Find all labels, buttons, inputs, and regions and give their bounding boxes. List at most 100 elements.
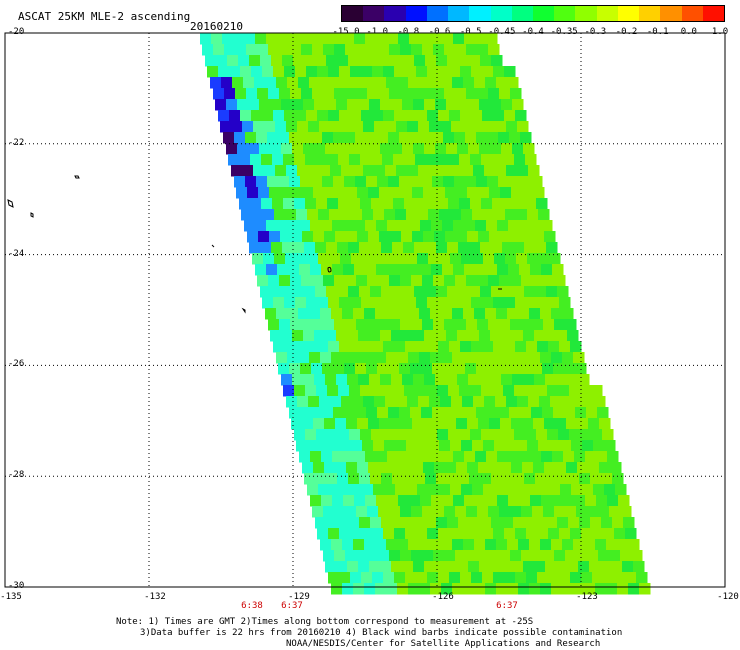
swath-cell bbox=[414, 517, 426, 529]
swath-cell bbox=[515, 297, 527, 309]
swath-cell bbox=[376, 33, 388, 45]
swath-cell bbox=[481, 154, 493, 166]
swath-cell bbox=[405, 297, 417, 309]
swath-cell bbox=[463, 77, 475, 89]
swath-cell bbox=[356, 550, 368, 562]
swath-cell bbox=[362, 440, 374, 452]
swath-cell bbox=[434, 231, 446, 243]
swath-cell bbox=[509, 407, 521, 419]
swath-cell bbox=[313, 187, 325, 199]
time-label: 6:38 bbox=[241, 601, 263, 611]
swath-cell bbox=[232, 77, 244, 89]
swath-cell bbox=[556, 330, 568, 342]
swath-cell bbox=[484, 165, 496, 177]
swath-cell bbox=[200, 33, 212, 45]
swath-cell bbox=[278, 132, 290, 144]
swath-cell bbox=[512, 143, 524, 155]
swath-cell bbox=[402, 561, 414, 573]
swath-cell bbox=[471, 572, 483, 584]
swath-cell bbox=[438, 66, 450, 78]
swath-cell bbox=[469, 55, 481, 67]
swath-cell bbox=[384, 484, 396, 496]
swath-cell bbox=[428, 209, 440, 221]
swath-cell bbox=[516, 440, 528, 452]
swath-cell bbox=[331, 583, 343, 595]
swath-cell bbox=[389, 506, 401, 518]
swath-cell bbox=[459, 385, 471, 397]
swath-cell bbox=[416, 297, 428, 309]
swath-cell bbox=[540, 352, 552, 364]
swath-cell bbox=[425, 473, 437, 485]
swath-cell bbox=[447, 473, 459, 485]
swath-cell bbox=[502, 286, 514, 298]
time-label: 6:37 bbox=[281, 601, 303, 611]
swath-cell bbox=[224, 44, 236, 56]
swath-cell bbox=[359, 286, 371, 298]
swath-cell bbox=[628, 539, 640, 551]
swath-cell bbox=[596, 495, 608, 507]
swath-cell bbox=[543, 506, 555, 518]
swath-cell bbox=[507, 308, 519, 320]
swath-cell bbox=[257, 44, 269, 56]
swath-cell bbox=[405, 66, 417, 78]
swath-cell bbox=[402, 374, 414, 386]
swath-cell bbox=[544, 231, 556, 243]
swath-cell bbox=[559, 297, 571, 309]
data-swath bbox=[200, 33, 651, 595]
swath-cell bbox=[328, 341, 340, 353]
swath-cell bbox=[425, 55, 437, 67]
swath-cell bbox=[525, 198, 537, 210]
swath-cell bbox=[336, 143, 348, 155]
swath-cell bbox=[372, 110, 384, 122]
swath-cell bbox=[274, 253, 286, 265]
swath-cell bbox=[336, 374, 348, 386]
swath-cell bbox=[398, 220, 410, 232]
small-islands bbox=[7, 175, 502, 314]
swath-cell bbox=[562, 352, 574, 364]
swath-cell bbox=[484, 396, 496, 408]
swath-cell bbox=[454, 176, 466, 188]
swath-cell bbox=[446, 330, 458, 342]
swath-cell bbox=[573, 352, 585, 364]
swath-cell bbox=[477, 88, 489, 100]
swath-cell bbox=[511, 418, 523, 430]
swath-cell bbox=[414, 286, 426, 298]
swath-cell bbox=[480, 286, 492, 298]
swath-cell bbox=[310, 33, 322, 45]
colorbar-swatch bbox=[681, 6, 703, 21]
swath-cell bbox=[536, 429, 548, 441]
swath-cell bbox=[438, 341, 450, 353]
swath-cell bbox=[461, 484, 473, 496]
swath-cell bbox=[417, 484, 429, 496]
swath-cell bbox=[577, 418, 589, 430]
swath-cell bbox=[337, 242, 349, 254]
swath-cell bbox=[432, 363, 444, 375]
swath-cell bbox=[477, 44, 489, 56]
swath-cell bbox=[438, 572, 450, 584]
swath-cell bbox=[277, 220, 289, 232]
swath-cell bbox=[497, 451, 509, 463]
swath-cell bbox=[537, 572, 549, 584]
island bbox=[241, 307, 246, 314]
swath-cell bbox=[533, 187, 545, 199]
swath-cell bbox=[350, 572, 362, 584]
swath-cell bbox=[285, 253, 297, 265]
swath-cell bbox=[510, 550, 522, 562]
swath-cell bbox=[394, 528, 406, 540]
swath-cell bbox=[267, 176, 279, 188]
swath-cell bbox=[504, 66, 516, 78]
swath-cell bbox=[387, 451, 399, 463]
swath-cell bbox=[487, 176, 499, 188]
swath-cell bbox=[496, 77, 508, 89]
swath-cell bbox=[478, 187, 490, 199]
swath-cell bbox=[397, 308, 409, 320]
swath-cell bbox=[453, 264, 465, 276]
swath-cell bbox=[248, 143, 260, 155]
swath-cell bbox=[395, 253, 407, 265]
swath-cell bbox=[462, 165, 474, 177]
swath-cell bbox=[481, 198, 493, 210]
swath-cell bbox=[452, 308, 464, 320]
swath-cell bbox=[368, 462, 380, 474]
swath-cell bbox=[332, 495, 344, 507]
swath-cell bbox=[280, 231, 292, 243]
